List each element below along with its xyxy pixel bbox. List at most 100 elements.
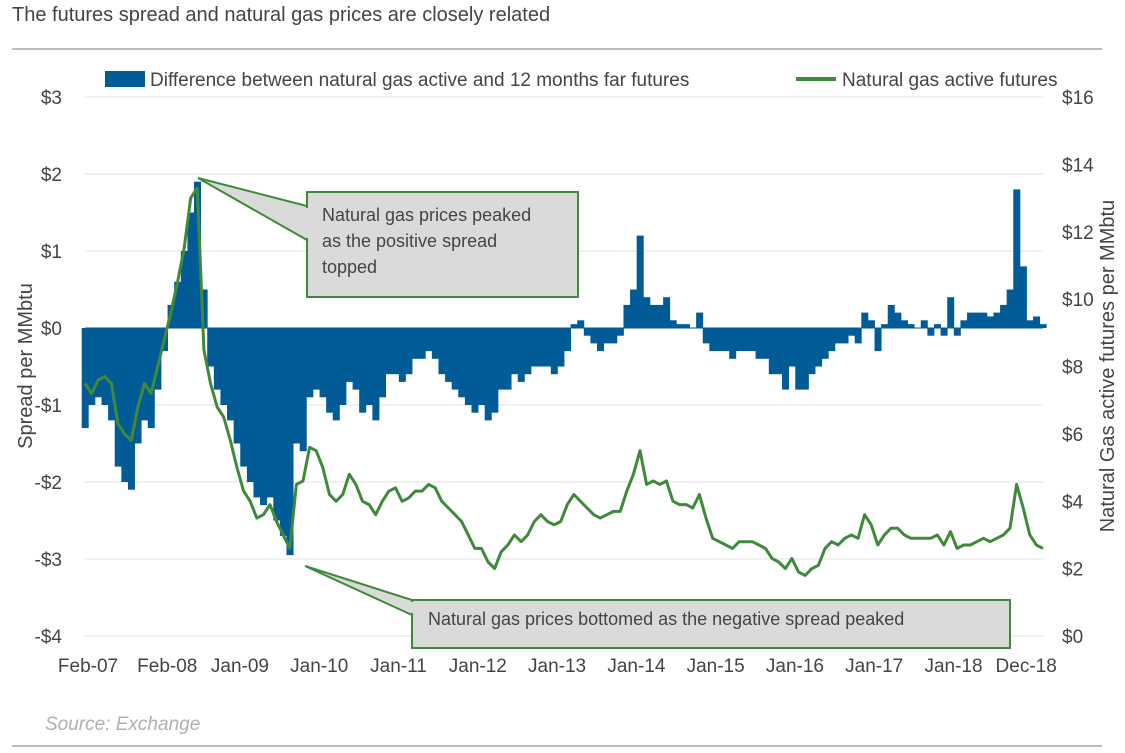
x-tick-label: Jan-18: [924, 656, 982, 677]
spread-bar: [379, 328, 387, 398]
right-tick-label: $14: [1062, 155, 1094, 176]
spread-bar: [207, 328, 215, 367]
spread-bar: [464, 328, 472, 405]
spread-bar: [517, 328, 525, 382]
spread-bar: [795, 328, 803, 390]
left-tick-label: $2: [41, 165, 62, 186]
spread-bar: [841, 328, 849, 344]
right-tick-label: $2: [1062, 560, 1083, 581]
x-tick-label: Jan-17: [845, 656, 903, 677]
spread-bar: [742, 328, 750, 352]
spread-bar: [927, 328, 935, 336]
spread-bar: [352, 328, 360, 390]
x-tick-label: Jan-09: [211, 656, 269, 677]
legend: Difference between natural gas active an…: [105, 70, 1057, 91]
spread-bar: [101, 328, 109, 405]
spread-bar: [1033, 316, 1041, 328]
spread-bar: [1019, 266, 1027, 328]
spread-bar: [372, 328, 380, 421]
x-tick-label: Jan-13: [528, 656, 586, 677]
source-note: Source: Exchange: [45, 714, 201, 735]
spread-bar: [762, 328, 770, 359]
x-tick-label: Dec-18: [996, 656, 1057, 677]
spread-bar: [980, 312, 988, 328]
spread-bar: [200, 289, 208, 328]
spread-bar: [260, 328, 268, 506]
spread-bar: [920, 320, 928, 328]
spread-bar: [471, 328, 479, 413]
spread-bar: [246, 328, 254, 482]
spread-bar: [213, 328, 221, 390]
spread-bar: [887, 304, 895, 328]
spread-bar: [616, 328, 624, 336]
legend-label-spread: Difference between natural gas active an…: [150, 70, 689, 91]
spread-bar: [478, 328, 486, 405]
spread-bar: [332, 328, 340, 421]
bottom-divider: [12, 745, 1102, 747]
annotation-text: Natural gas prices peaked: [322, 205, 531, 225]
spread-bar: [94, 328, 102, 398]
spread-bar: [359, 328, 367, 413]
spread-bar: [715, 328, 723, 352]
spread-bar: [947, 297, 955, 328]
spread-bar: [227, 328, 235, 421]
annotation-text: as the positive spread: [322, 231, 497, 251]
spread-bar: [451, 328, 459, 390]
spread-bar: [702, 328, 710, 344]
spread-bar: [986, 316, 994, 328]
spread-bar: [669, 320, 677, 328]
spread-bar: [881, 324, 889, 328]
spread-bar: [180, 251, 188, 328]
spread-bar: [524, 328, 532, 375]
spread-bar: [279, 328, 287, 536]
spread-bar: [636, 235, 644, 328]
spread-bar: [511, 328, 519, 375]
spread-bar: [306, 328, 314, 398]
spread-bar: [953, 328, 961, 336]
spread-bar: [431, 328, 439, 359]
spread-bar: [398, 328, 406, 382]
spread-bar: [682, 324, 690, 328]
spread-bar: [544, 328, 552, 367]
spread-bar: [233, 328, 241, 444]
spread-bar: [755, 328, 763, 359]
right-tick-label: $0: [1062, 627, 1083, 648]
spread-bar: [967, 312, 975, 328]
spread-bar: [445, 328, 453, 382]
spread-bar: [484, 328, 492, 421]
legend-label-price: Natural gas active futures: [842, 70, 1057, 91]
spread-bar: [643, 297, 651, 328]
spread-bar: [194, 181, 202, 328]
spread-bar: [623, 304, 631, 328]
spread-bar: [286, 328, 294, 556]
spread-bar: [418, 328, 426, 359]
right-axis-label: Natural Gas active futures per MMbtu: [1097, 200, 1119, 532]
spread-bar: [867, 320, 875, 328]
spread-bar: [405, 328, 413, 375]
spread-bar: [801, 328, 809, 390]
spread-bar: [630, 289, 638, 328]
spread-bar: [649, 304, 657, 328]
spread-bar: [550, 328, 558, 375]
price-series-line: [83, 186, 1044, 577]
spread-bar: [141, 328, 149, 421]
x-tick-label: Feb-07: [58, 656, 118, 677]
spread-bar: [273, 328, 281, 521]
spread-bar: [960, 320, 968, 328]
spread-bar: [722, 328, 730, 352]
spread-bar: [1006, 289, 1014, 328]
annotation-text: Natural gas prices bottomed as the negat…: [428, 609, 904, 629]
spread-bar: [339, 328, 347, 405]
spread-bar: [900, 320, 908, 328]
spread-bar: [392, 328, 400, 375]
spread-bar: [497, 328, 505, 390]
spread-bar: [933, 324, 941, 328]
left-tick-label: $3: [41, 88, 62, 109]
spread-bar: [597, 328, 605, 352]
spread-bar: [114, 328, 122, 467]
spread-bar: [993, 312, 1001, 328]
x-tick-label: Jan-16: [766, 656, 824, 677]
left-tick-label: -$2: [35, 473, 62, 494]
spread-bar: [385, 328, 393, 375]
right-tick-label: $6: [1062, 425, 1083, 446]
